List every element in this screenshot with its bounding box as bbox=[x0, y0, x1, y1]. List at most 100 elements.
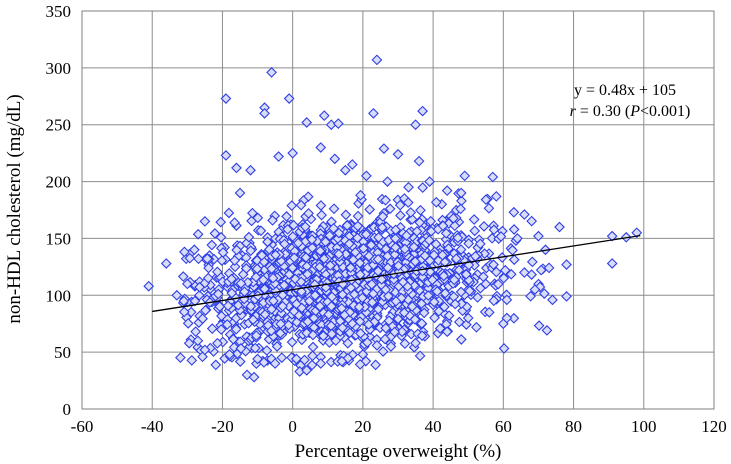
data-point bbox=[203, 262, 214, 274]
data-point bbox=[543, 262, 555, 274]
data-point bbox=[206, 239, 218, 251]
data-point bbox=[508, 224, 520, 235]
y-tick-label: 200 bbox=[46, 173, 72, 192]
data-point bbox=[399, 243, 411, 255]
data-point bbox=[352, 220, 364, 232]
data-point bbox=[377, 346, 389, 357]
data-point bbox=[282, 223, 293, 235]
y-tick-label: 350 bbox=[46, 2, 72, 21]
data-point bbox=[450, 253, 462, 265]
x-tick-label: -60 bbox=[71, 417, 94, 436]
data-point bbox=[315, 358, 327, 369]
data-point bbox=[326, 328, 338, 340]
data-point bbox=[382, 176, 393, 187]
data-point bbox=[283, 269, 295, 280]
y-tick-label: 100 bbox=[46, 286, 72, 305]
y-tick-label: 300 bbox=[46, 59, 72, 78]
data-point bbox=[267, 272, 279, 284]
data-point bbox=[347, 349, 359, 361]
data-point bbox=[243, 231, 255, 243]
data-point bbox=[320, 282, 332, 293]
x-tick-label: 80 bbox=[565, 417, 582, 436]
data-point bbox=[307, 350, 318, 362]
data-point bbox=[242, 277, 254, 288]
data-point bbox=[462, 312, 474, 324]
data-point bbox=[295, 199, 307, 211]
data-point bbox=[276, 352, 288, 364]
data-point bbox=[396, 326, 408, 338]
data-point bbox=[376, 222, 388, 233]
data-point bbox=[193, 253, 204, 265]
data-point bbox=[371, 339, 383, 351]
data-point bbox=[300, 252, 312, 263]
data-point bbox=[495, 231, 507, 242]
data-point bbox=[356, 292, 368, 304]
data-point bbox=[209, 228, 221, 239]
data-point bbox=[341, 220, 353, 231]
data-point bbox=[449, 220, 461, 232]
data-point bbox=[363, 319, 375, 330]
data-point bbox=[411, 226, 423, 237]
data-point bbox=[314, 300, 326, 312]
data-point bbox=[498, 343, 510, 354]
data-point bbox=[469, 225, 481, 237]
data-point bbox=[343, 238, 355, 250]
x-tick-label: 60 bbox=[495, 417, 512, 436]
data-point bbox=[363, 250, 375, 262]
data-point bbox=[488, 295, 500, 307]
data-point bbox=[488, 259, 499, 271]
data-point bbox=[373, 232, 384, 243]
data-point bbox=[215, 216, 227, 228]
data-point bbox=[402, 197, 414, 208]
data-point bbox=[265, 325, 277, 337]
data-point bbox=[480, 194, 492, 206]
data-point bbox=[177, 271, 189, 282]
data-point bbox=[256, 250, 268, 261]
data-point bbox=[519, 209, 530, 220]
data-point bbox=[330, 335, 342, 346]
r-value: = 0.30 ( bbox=[576, 103, 630, 120]
data-point bbox=[302, 268, 313, 280]
data-point bbox=[397, 276, 409, 288]
plot-frame bbox=[81, 10, 715, 410]
x-tick-label: 20 bbox=[354, 417, 371, 436]
data-point bbox=[393, 260, 404, 272]
data-point bbox=[301, 364, 313, 376]
data-point bbox=[183, 337, 195, 349]
data-point bbox=[307, 329, 319, 341]
trend-line bbox=[152, 234, 641, 313]
gridlines bbox=[81, 10, 715, 410]
data-point bbox=[389, 249, 401, 260]
data-point bbox=[275, 318, 287, 330]
data-point bbox=[405, 207, 417, 218]
data-point bbox=[273, 151, 284, 162]
data-point bbox=[455, 334, 467, 345]
data-point bbox=[441, 326, 453, 338]
data-point bbox=[378, 143, 390, 154]
data-point bbox=[441, 185, 453, 197]
data-point bbox=[417, 182, 429, 193]
data-point bbox=[433, 305, 445, 317]
data-point bbox=[369, 316, 380, 328]
data-point bbox=[226, 273, 237, 285]
data-point bbox=[303, 208, 314, 219]
data-point bbox=[181, 278, 193, 290]
data-point bbox=[429, 312, 440, 324]
data-point bbox=[268, 295, 279, 307]
data-point bbox=[368, 107, 379, 119]
data-point bbox=[508, 206, 520, 218]
data-point bbox=[347, 254, 359, 266]
r-symbol: r bbox=[570, 103, 577, 120]
data-point bbox=[266, 303, 277, 315]
data-point bbox=[492, 278, 504, 290]
data-point bbox=[406, 301, 418, 312]
data-point bbox=[247, 314, 259, 326]
data-point bbox=[193, 289, 205, 301]
data-point bbox=[329, 153, 341, 165]
data-point bbox=[449, 298, 461, 310]
data-point bbox=[307, 341, 319, 353]
data-point bbox=[535, 264, 547, 276]
data-point bbox=[434, 323, 446, 334]
data-point bbox=[309, 279, 321, 290]
data-point bbox=[526, 256, 538, 268]
